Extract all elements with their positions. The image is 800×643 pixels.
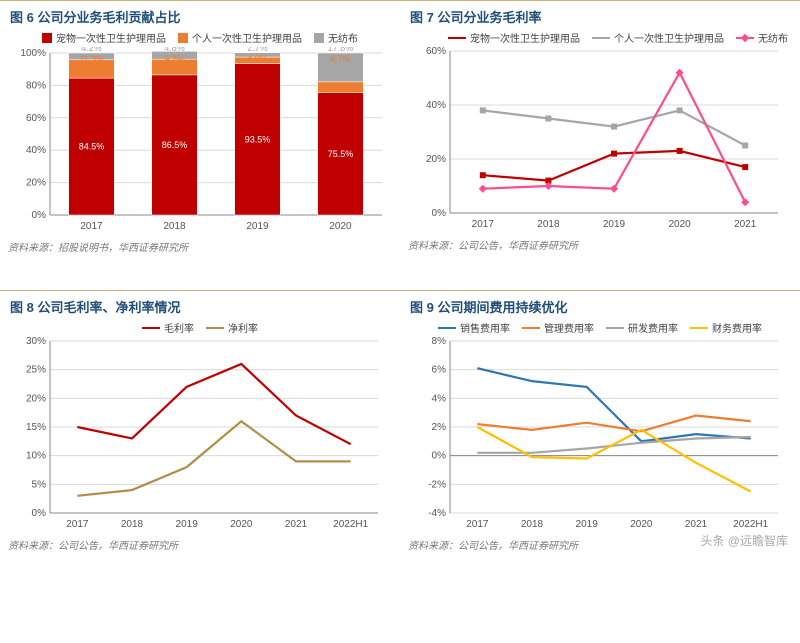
svg-text:0%: 0% — [32, 210, 47, 221]
chart9-plot: -4% -2% 0% 2% 4% 6% 8% 2017 2018 2019 2020 2021 2022… — [408, 335, 792, 535]
panel-chart7: 图 7 公司分业务毛利率 宠物一次性卫生护理用品个人一次性卫生护理用品无纺布 0… — [400, 0, 800, 260]
svg-text:2020: 2020 — [329, 221, 352, 232]
svg-text:5%: 5% — [32, 479, 47, 490]
chart8-plot: 0% 5% 10% 15% 20% 25% 30% 2017 2018 2019 2020 2021 2… — [8, 335, 392, 535]
svg-text:-4%: -4% — [428, 508, 446, 519]
svg-text:2021: 2021 — [734, 219, 757, 230]
svg-text:30%: 30% — [26, 336, 46, 347]
svg-text:2019: 2019 — [576, 519, 599, 530]
svg-text:9.7%: 9.7% — [164, 54, 185, 64]
svg-text:2017: 2017 — [472, 219, 495, 230]
svg-text:4.0%: 4.0% — [247, 54, 268, 64]
svg-text:20%: 20% — [26, 178, 46, 189]
svg-text:2018: 2018 — [121, 519, 144, 530]
chart8-legend: 毛利率净利率 — [8, 320, 392, 335]
panel-chart8: 图 8 公司毛利率、净利率情况 毛利率净利率 0% 5% 10% 15% 20% 25% 3… — [0, 290, 400, 558]
panel-chart6: 图 6 公司分业务毛利贡献占比 宠物一次性卫生护理用品个人一次性卫生护理用品无纺… — [0, 0, 400, 260]
svg-text:2019: 2019 — [176, 519, 199, 530]
chart6-plot: 0% 20% 40% 60% 80% 100% 2017 2018 2019 2020 84.5% 4… — [8, 47, 392, 237]
svg-text:2017: 2017 — [66, 519, 89, 530]
svg-text:8%: 8% — [432, 336, 447, 347]
svg-text:2017: 2017 — [80, 221, 103, 232]
svg-text:60%: 60% — [26, 113, 46, 124]
svg-text:0%: 0% — [32, 508, 47, 519]
svg-text:75.5%: 75.5% — [328, 149, 354, 159]
svg-text:2020: 2020 — [230, 519, 253, 530]
svg-text:20%: 20% — [426, 154, 446, 165]
svg-text:80%: 80% — [26, 80, 46, 91]
svg-text:100%: 100% — [20, 48, 46, 59]
svg-text:11.3%: 11.3% — [79, 54, 104, 64]
chart9-legend: 销售费用率管理费用率研发费用率财务费用率 — [408, 320, 792, 335]
svg-text:10%: 10% — [26, 451, 46, 462]
svg-text:2.7%: 2.7% — [247, 47, 268, 53]
chart7-title: 图 7 公司分业务毛利率 — [410, 7, 792, 26]
chart7-legend: 宠物一次性卫生护理用品个人一次性卫生护理用品无纺布 — [448, 30, 792, 45]
svg-text:2022H1: 2022H1 — [333, 519, 368, 530]
svg-text:40%: 40% — [426, 100, 446, 111]
chart6-title: 图 6 公司分业务毛利贡献占比 — [10, 7, 392, 26]
chart6-source: 资料来源：招股说明书，华西证券研究所 — [8, 239, 392, 254]
svg-text:2018: 2018 — [163, 221, 186, 232]
chart8-source: 资料来源：公司公告，华西证券研究所 — [8, 537, 392, 552]
svg-text:6%: 6% — [432, 365, 447, 376]
svg-text:84.5%: 84.5% — [79, 142, 105, 152]
svg-text:2018: 2018 — [537, 219, 560, 230]
svg-text:93.5%: 93.5% — [245, 134, 271, 144]
svg-text:2017: 2017 — [466, 519, 489, 530]
svg-text:2019: 2019 — [246, 221, 269, 232]
svg-text:60%: 60% — [426, 46, 446, 57]
svg-text:2022H1: 2022H1 — [733, 519, 768, 530]
svg-text:2021: 2021 — [285, 519, 308, 530]
watermark: 头条 @远瞻智库 — [696, 531, 792, 550]
charts-grid: 图 6 公司分业务毛利贡献占比 宠物一次性卫生护理用品个人一次性卫生护理用品无纺… — [0, 0, 800, 558]
chart6-legend: 宠物一次性卫生护理用品个人一次性卫生护理用品无纺布 — [8, 30, 392, 45]
svg-text:25%: 25% — [26, 365, 46, 376]
svg-text:2019: 2019 — [603, 219, 626, 230]
svg-text:4%: 4% — [432, 393, 447, 404]
chart8-title: 图 8 公司毛利率、净利率情况 — [10, 297, 392, 316]
chart7-source: 资料来源：公司公告，华西证券研究所 — [408, 237, 792, 252]
svg-text:2021: 2021 — [685, 519, 708, 530]
svg-text:0%: 0% — [432, 451, 447, 462]
svg-text:15%: 15% — [26, 422, 46, 433]
svg-text:2020: 2020 — [630, 519, 653, 530]
svg-text:4.2%: 4.2% — [81, 47, 102, 53]
svg-text:86.5%: 86.5% — [162, 140, 188, 150]
svg-text:17.8%: 17.8% — [328, 47, 354, 53]
svg-text:20%: 20% — [26, 393, 46, 404]
svg-text:0%: 0% — [432, 208, 447, 219]
svg-text:-2%: -2% — [428, 479, 446, 490]
svg-text:2020: 2020 — [668, 219, 691, 230]
svg-text:6.7%: 6.7% — [330, 54, 351, 64]
svg-text:4.8%: 4.8% — [164, 47, 185, 53]
svg-text:2018: 2018 — [521, 519, 544, 530]
panel-chart9: 图 9 公司期间费用持续优化 销售费用率管理费用率研发费用率财务费用率 -4%-… — [400, 290, 800, 558]
svg-text:40%: 40% — [26, 145, 46, 156]
chart9-title: 图 9 公司期间费用持续优化 — [410, 297, 792, 316]
svg-text:2%: 2% — [432, 422, 447, 433]
chart7-plot: 0% 20% 40% 60% 2017 2018 2019 2020 2021 — [408, 45, 792, 235]
